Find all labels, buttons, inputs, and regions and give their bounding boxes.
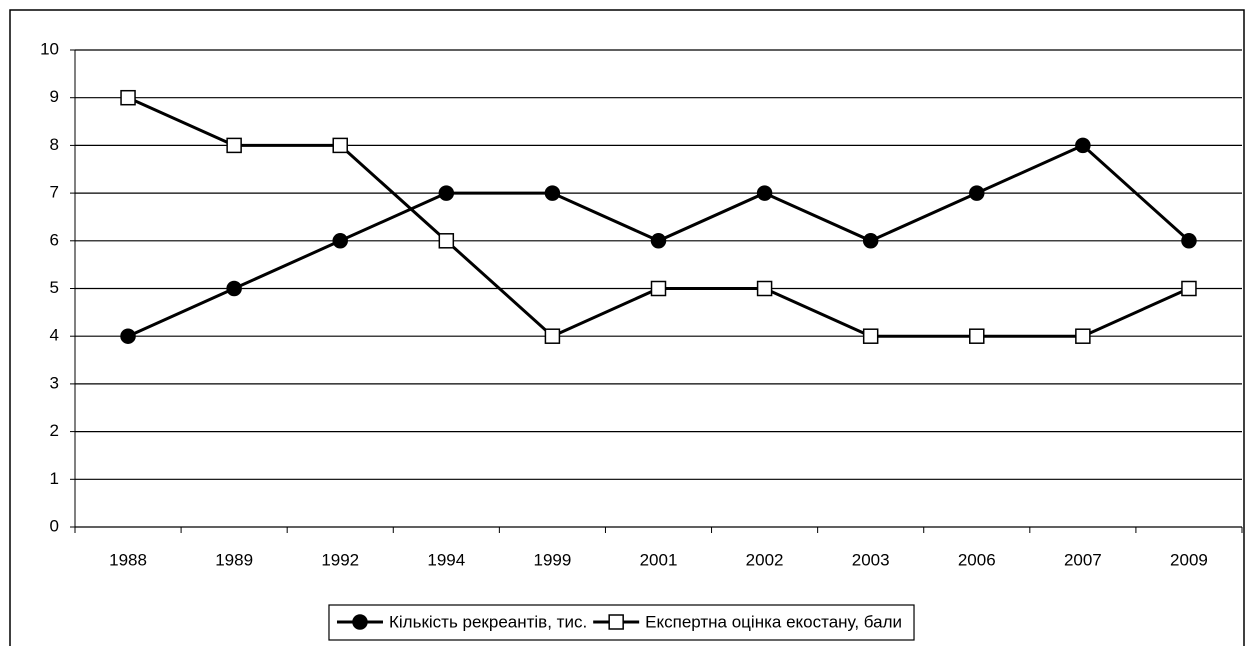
y-tick-label: 5 [50,278,59,297]
y-tick-label: 4 [50,326,59,345]
x-tick-label: 2001 [640,550,678,569]
marker [1075,328,1091,344]
marker [862,328,879,344]
y-tick-label: 3 [50,373,59,392]
y-tick-label: 6 [50,230,59,249]
x-tick-label: 1992 [321,550,359,569]
y-tick-label: 1 [50,469,59,488]
marker [120,89,136,106]
marker [650,280,667,297]
marker [756,280,773,297]
marker [1181,233,1197,249]
x-tick-label: 2002 [746,550,784,569]
legend-label: Експертна оцінка екостану, бали [645,612,902,631]
x-tick-label: 2009 [1170,550,1208,569]
x-tick-label: 1988 [109,550,147,569]
legend-label: Кількість рекреантів, тис. [389,612,587,631]
y-tick-label: 9 [50,87,59,106]
marker [120,328,136,344]
legend-box [328,604,915,641]
marker [438,233,455,249]
y-tick-label: 8 [50,135,59,154]
marker [332,233,348,249]
y-tick-label: 7 [50,183,59,202]
marker [226,137,242,154]
marker [650,233,667,249]
marker [332,137,348,154]
marker [352,614,368,630]
x-tick-label: 2006 [958,550,996,569]
marker [969,328,985,344]
marker [438,185,455,201]
x-tick-label: 1989 [215,550,253,569]
marker [862,233,879,249]
marker [1181,280,1197,297]
chart-frame [9,9,1245,646]
legend: Кількість рекреантів, тис. Експертна оцін… [328,604,915,641]
x-tick-label: 1994 [427,550,465,569]
y-tick-label: 0 [50,516,59,535]
x-tick-label: 2003 [852,550,890,569]
y-tick-label: 2 [50,421,59,440]
marker [608,614,624,630]
y-tick-label: 10 [40,39,59,58]
marker [1075,137,1091,154]
marker [544,185,561,201]
marker [969,185,985,201]
x-tick-label: 2007 [1064,550,1102,569]
marker [544,328,561,344]
x-tick-label: 1999 [533,550,571,569]
marker [226,280,242,297]
marker [756,185,773,201]
